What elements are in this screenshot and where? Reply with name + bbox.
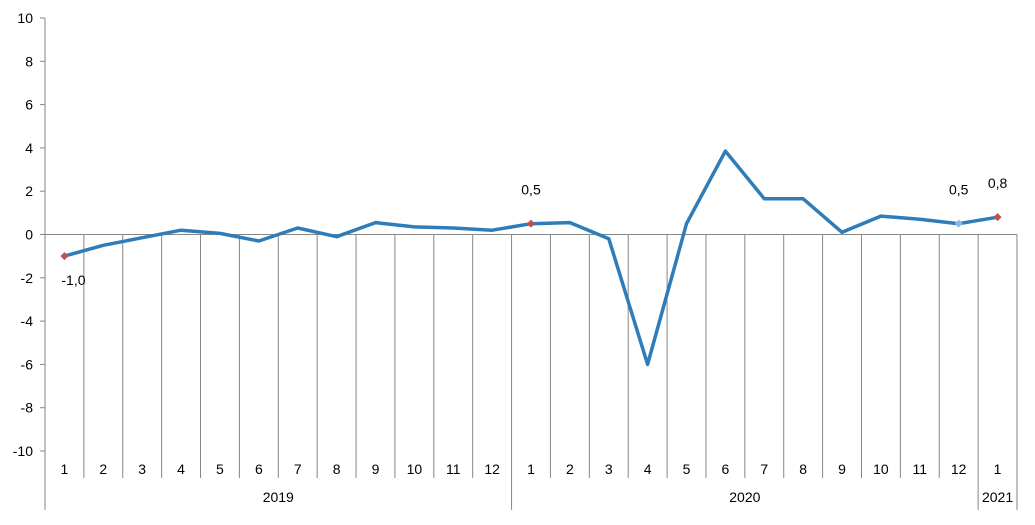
x-tick-label: 11 xyxy=(446,461,461,477)
highlight-marker xyxy=(993,213,1002,222)
data-label: 0,8 xyxy=(988,175,1008,191)
data-label: 0,5 xyxy=(521,182,541,198)
x-tick-label: 12 xyxy=(951,461,967,477)
x-tick-label: 6 xyxy=(722,461,730,477)
y-axis: 10 8 6 4 2 0 -2 -4 -6 -8 -10 xyxy=(13,10,46,459)
y-tick-label: 0 xyxy=(25,227,33,243)
x-tick-label: 3 xyxy=(605,461,613,477)
x-tick-label: 5 xyxy=(683,461,691,477)
x-tick-label: 8 xyxy=(333,461,341,477)
x-tick-label: 7 xyxy=(760,461,768,477)
data-label: 0,5 xyxy=(949,182,969,198)
y-tick-label: -4 xyxy=(21,313,34,329)
x-tick-label: 8 xyxy=(799,461,807,477)
y-tick-label: 2 xyxy=(25,183,33,199)
x-tick-label: 11 xyxy=(913,461,928,477)
x-tick-label: 1 xyxy=(61,461,69,477)
highlight-marker xyxy=(527,219,535,228)
x-tick-label: 3 xyxy=(138,461,146,477)
x-tick-label: 9 xyxy=(838,461,846,477)
x-tick-label: 4 xyxy=(644,461,652,477)
year-group-label: 2020 xyxy=(729,489,760,505)
highlight-marker xyxy=(60,252,69,261)
y-tick-label: -2 xyxy=(21,270,34,286)
x-tick-label: 2 xyxy=(566,461,574,477)
y-tick-label: 4 xyxy=(25,140,33,156)
x-tick-label: 10 xyxy=(407,461,423,477)
x-tick-label: 9 xyxy=(372,461,380,477)
x-tick-label: 10 xyxy=(873,461,889,477)
y-tick-label: -8 xyxy=(21,400,34,416)
x-tick-label: 12 xyxy=(484,461,500,477)
year-group-label: 2021 xyxy=(982,489,1013,505)
x-tick-label: 1 xyxy=(527,461,535,477)
x-tick-label: 7 xyxy=(294,461,302,477)
x-tick-label: 5 xyxy=(216,461,224,477)
x-tick-label: 2 xyxy=(99,461,107,477)
y-tick-label: -10 xyxy=(13,443,33,459)
x-tick-label: 1 xyxy=(994,461,1002,477)
x-tick-label: 6 xyxy=(255,461,263,477)
y-tick-label: 8 xyxy=(25,53,33,69)
y-tick-label: 6 xyxy=(25,97,33,113)
y-tick-label: -6 xyxy=(21,356,34,372)
highlight-marker xyxy=(954,219,963,228)
x-tick-label: 4 xyxy=(177,461,185,477)
data-label: -1,0 xyxy=(61,272,85,288)
marker-layer: -1,0 0,5 0,5 0,8 xyxy=(60,175,1008,288)
year-group-label: 2019 xyxy=(263,489,294,505)
y-tick-label: 10 xyxy=(17,10,33,26)
